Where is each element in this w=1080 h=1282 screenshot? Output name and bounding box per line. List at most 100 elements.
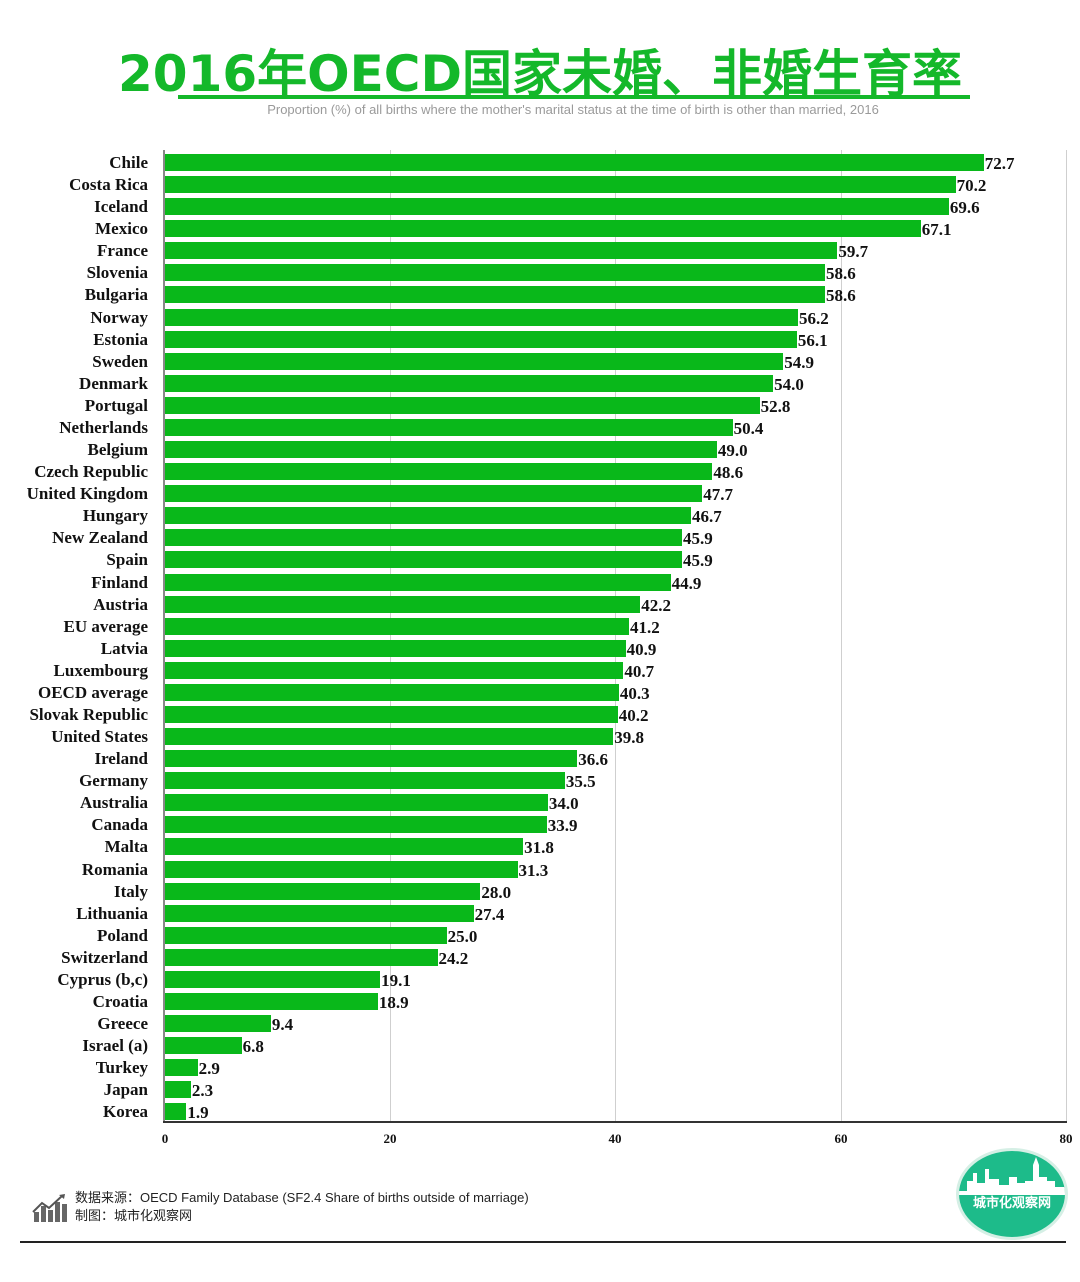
value-label: 6.8: [242, 1037, 264, 1057]
bar: [165, 772, 565, 790]
value-label: 19.1: [381, 970, 411, 990]
bottom-divider: [20, 1241, 1066, 1243]
value-label: 24.2: [438, 948, 469, 968]
category-label: Italy: [114, 881, 148, 901]
value-label: 31.8: [524, 838, 554, 858]
value-label: 58.6: [825, 264, 856, 284]
x-tick: 80: [1059, 1131, 1073, 1146]
brand-logo: 城市化观察网: [956, 1148, 1068, 1240]
bar: [165, 286, 825, 304]
bar: [165, 529, 682, 547]
value-label: 39.8: [614, 728, 644, 748]
value-label: 48.6: [713, 463, 744, 483]
x-tick: 20: [383, 1131, 397, 1146]
bar: [165, 750, 578, 768]
category-label: Switzerland: [61, 947, 148, 967]
value-label: 40.2: [618, 706, 649, 725]
bar-row: Croatia 18.9: [0, 991, 1080, 1013]
skyline-icon: [959, 1157, 1065, 1195]
bar-row: EU average 41.2: [0, 616, 1080, 638]
category-label: Estonia: [93, 329, 148, 349]
bar-row: Romania 31.3: [0, 859, 1080, 881]
category-label: Czech Republic: [34, 462, 148, 482]
bar: [165, 463, 713, 481]
bar-row: Costa Rica 70.2: [0, 174, 1080, 196]
bar-row: France 59.7: [0, 240, 1080, 262]
category-label: Iceland: [94, 197, 148, 217]
x-tick: 0: [161, 1131, 169, 1146]
category-label: Japan: [103, 1080, 148, 1100]
value-label: 42.2: [641, 595, 672, 615]
bar-row: United States 39.8: [0, 726, 1080, 748]
value-label: 41.2: [630, 617, 660, 637]
value-label: 47.7: [703, 485, 733, 505]
bar: [165, 220, 921, 238]
value-label: 45.9: [682, 529, 713, 549]
value-label: 31.3: [518, 860, 549, 880]
bar: [165, 1015, 271, 1033]
bar: [165, 860, 518, 878]
bar-row: Belgium 49.0: [0, 439, 1080, 461]
bar-row: Greece 9.4: [0, 1013, 1080, 1035]
value-label: 27.4: [474, 904, 505, 924]
plot-area: [165, 150, 1067, 1122]
bar-row: Denmark 54.0: [0, 373, 1080, 395]
bar-row: Lithuania 27.4: [0, 903, 1080, 925]
bar: [165, 882, 481, 900]
category-label: Chile: [109, 153, 148, 172]
bar: [165, 617, 629, 635]
bar-row: Latvia 40.9: [0, 638, 1080, 660]
category-label: EU average: [63, 616, 148, 636]
bar-row: Sweden 54.9: [0, 351, 1080, 373]
bar-row: Ireland 36.6: [0, 748, 1080, 770]
x-axis: [163, 1121, 1067, 1123]
bar-row: Hungary 46.7: [0, 505, 1080, 527]
bar: [165, 639, 626, 657]
bar-row: Italy 28.0: [0, 881, 1080, 903]
bar: [165, 683, 619, 701]
category-label: Germany: [79, 771, 148, 791]
bar-row: Cyprus (b,c) 19.1: [0, 969, 1080, 991]
bar: [165, 374, 774, 392]
category-label: Hungary: [82, 506, 148, 526]
value-label: 25.0: [447, 926, 478, 946]
gridline-80: [1066, 150, 1067, 1122]
category-label: Slovak Republic: [29, 705, 148, 724]
category-label: Latvia: [100, 638, 148, 658]
bar-row: Switzerland 24.2: [0, 947, 1080, 969]
value-label: 49.0: [717, 441, 748, 461]
bar: [165, 661, 624, 679]
bar: [165, 154, 984, 171]
bar-row: Bulgaria 58.6: [0, 284, 1080, 306]
value-label: 69.6: [949, 198, 980, 218]
value-label: 56.1: [797, 330, 828, 350]
value-label: 33.9: [547, 816, 578, 836]
category-label: OECD average: [37, 682, 148, 702]
value-label: 1.9: [187, 1103, 209, 1123]
bar-row: Japan 2.3: [0, 1079, 1080, 1101]
category-label: Poland: [96, 925, 148, 945]
bar: [165, 198, 949, 216]
category-label: Turkey: [95, 1058, 148, 1078]
category-label: Ireland: [94, 749, 148, 769]
bar: [165, 396, 760, 414]
bar: [165, 904, 474, 922]
bar: [165, 706, 618, 723]
bar-row: Australia 34.0: [0, 792, 1080, 814]
category-label: Korea: [102, 1102, 148, 1122]
gridline-20: [390, 150, 391, 1122]
bar-row: OECD average 40.3: [0, 682, 1080, 704]
category-label: Belgium: [87, 440, 148, 460]
category-label: Spain: [106, 550, 148, 570]
category-label: Luxembourg: [53, 660, 148, 680]
bar: [165, 728, 614, 746]
category-label: Greece: [97, 1014, 148, 1034]
bar-row: New Zealand 45.9: [0, 527, 1080, 549]
bar-row: Portugal 52.8: [0, 395, 1080, 417]
category-label: Finland: [91, 572, 148, 592]
bar: [165, 1081, 191, 1099]
category-label: Bulgaria: [84, 285, 148, 305]
x-tick: 40: [608, 1131, 622, 1146]
bar: [165, 485, 703, 503]
title-underline: [178, 95, 970, 99]
